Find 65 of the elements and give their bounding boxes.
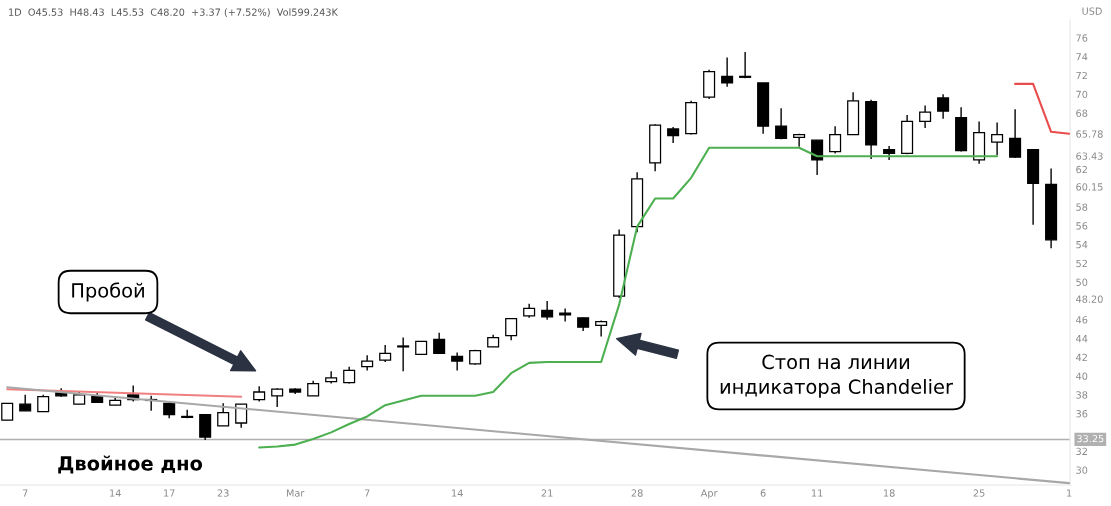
y-tick-label: 60.15 [1076,183,1103,191]
candlestick [181,409,194,419]
candlestick [739,51,752,79]
y-tick-label: 62 [1076,165,1087,174]
annotation: Двойное дно [58,455,203,474]
y-tick-label: 46 [1076,316,1088,324]
candlestick [397,336,410,373]
y-tick-label: 74 [1076,53,1088,61]
y-tick-label: 56 [1076,222,1088,230]
candlestick [559,307,572,323]
candlestick [541,300,554,321]
x-tick-label: 7 [364,489,370,497]
x-tick-label: 14 [452,489,463,497]
candlestick [829,125,842,155]
y-tick-label: 42 [1076,353,1087,361]
candlestick [325,370,338,385]
candlestick [937,93,950,120]
y-tick-label: 58 [1076,203,1088,211]
candlestick [505,318,518,342]
candlestick [595,319,608,338]
y-tick-label: 63.43 [1076,152,1103,160]
y-tick-label: 72 [1076,71,1087,80]
y-tick-label: 32 [1076,447,1087,456]
candlestick [991,121,1004,156]
y-tick-label: 36 [1076,410,1088,418]
x-tick-label: 7 [22,489,28,497]
candlestick [775,107,788,140]
ref-line-label: 33.25 [1077,434,1104,443]
y-tick-label: 52 [1076,259,1087,268]
x-tick-label: 14 [110,489,121,497]
y-tick-label: 48.20 [1076,295,1103,303]
y-tick-label: 76 [1076,34,1088,42]
candlestick [199,413,212,441]
candlestick [1009,108,1022,159]
candlestick [811,139,824,176]
x-tick-label: 28 [631,489,643,497]
candlestick [433,332,446,355]
x-tick-label: 6 [760,489,766,497]
candlestick [721,56,734,88]
candlestick [919,104,932,129]
x-tick-label: 17 [164,489,175,497]
x-tick-label: 18 [884,489,895,497]
x-tick-label: 21 [541,489,553,497]
y-tick-label: 38 [1076,391,1088,399]
candlestick [271,387,284,408]
y-tick-label: 65.78 [1076,130,1103,138]
chart-title: 1D O45.53 H48.43 L45.53 C48.20 +3.37 (+7.52%) Vol599.243K [9,8,339,17]
y-tick-label: 54 [1076,241,1088,249]
x-tick-label: Apr [700,489,718,499]
y-tick-label: 50 [1076,278,1088,286]
x-tick-label: 23 [217,489,229,497]
y-axis-title: USD [1082,7,1102,15]
y-tick-label: 68 [1076,109,1088,117]
x-tick-label: Mar [286,489,305,497]
y-tick-label: 30 [1076,466,1088,474]
x-tick-label: 25 [973,489,985,497]
x-tick-label: 1 [1067,489,1072,497]
candlestick [793,132,806,148]
y-tick-label: 40 [1076,372,1088,380]
annotation: Пробой [72,282,144,302]
y-tick-label: 44 [1076,335,1088,343]
x-tick-label: 11 [812,489,823,497]
y-tick-label: 70 [1076,90,1088,99]
candlestick [217,402,230,427]
annotation: Стоп на линии индикатора Chandelier [720,354,953,398]
